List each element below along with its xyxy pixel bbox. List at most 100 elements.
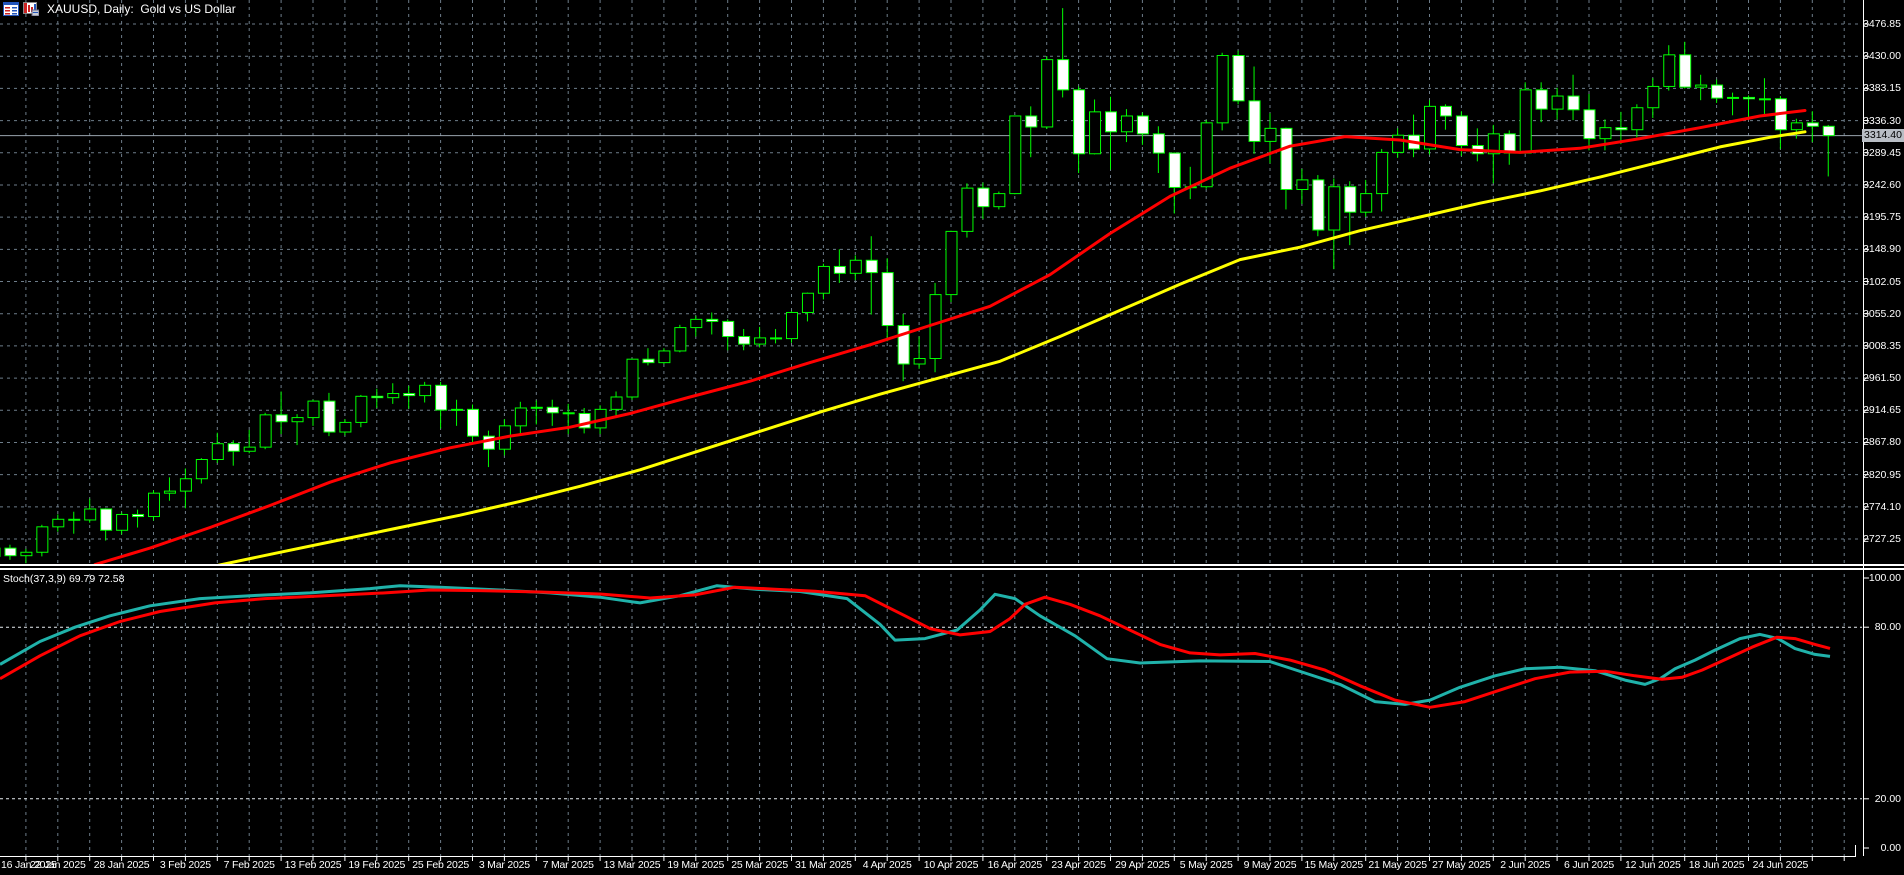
price-axis-label: 3430.00 xyxy=(1863,50,1901,63)
candle xyxy=(323,400,336,433)
time-axis-label: 3 Mar 2025 xyxy=(478,859,530,871)
current-price-value: 3314.40 xyxy=(1864,129,1902,142)
candle xyxy=(706,318,719,322)
candle xyxy=(1392,134,1405,153)
candle xyxy=(451,408,464,411)
candle xyxy=(1057,59,1070,91)
candle xyxy=(84,508,97,521)
candle xyxy=(1695,84,1708,88)
candle xyxy=(514,407,527,427)
candle xyxy=(1041,59,1054,128)
candle xyxy=(1711,84,1724,99)
candle xyxy=(817,265,830,294)
time-axis-label: 31 Mar 2025 xyxy=(795,859,852,871)
candle xyxy=(339,421,352,433)
time-axis-label: 19 Mar 2025 xyxy=(667,859,725,871)
candle xyxy=(1152,133,1165,154)
candle xyxy=(307,400,320,419)
candle xyxy=(4,547,17,557)
candle xyxy=(1200,122,1213,188)
candle xyxy=(881,272,894,327)
stoch-signal-line xyxy=(0,585,1831,709)
candle xyxy=(610,396,623,410)
time-axis-label: 16 Jan 2025 xyxy=(1,859,57,871)
candle xyxy=(690,318,703,329)
candle xyxy=(1328,186,1341,231)
candle xyxy=(738,336,751,345)
candle xyxy=(897,325,910,365)
candle xyxy=(786,311,798,340)
candle xyxy=(179,478,192,492)
candle xyxy=(403,393,416,397)
price-axis[interactable]: 3476.85 3430.00 3383.15 3336.30 3289.45 3242.… xyxy=(1863,0,1903,875)
time-axis-label: 23 Apr 2025 xyxy=(1051,859,1106,871)
candle xyxy=(1599,127,1612,140)
time-axis-label: 15 May 2025 xyxy=(1304,859,1364,871)
candle xyxy=(355,395,368,423)
candle xyxy=(945,230,958,296)
candle xyxy=(116,513,129,531)
time-axis-label: 29 Apr 2025 xyxy=(1115,859,1170,871)
candle xyxy=(100,508,113,531)
candle xyxy=(770,337,783,340)
candle xyxy=(578,412,591,429)
price-axis-label: 3148.90 xyxy=(1863,243,1901,256)
time-axis-label: 5 May 2025 xyxy=(1179,859,1233,871)
candle xyxy=(1073,89,1086,155)
candle xyxy=(1455,115,1468,147)
time-axis-label: 19 Feb 2025 xyxy=(348,859,406,871)
candle xyxy=(68,518,81,521)
candle xyxy=(1727,96,1740,99)
time-axis-label: 22 Jan 2025 xyxy=(29,859,86,871)
ma-fast-line xyxy=(93,109,1807,567)
time-axis-label: 10 Apr 2025 xyxy=(923,859,979,871)
candle xyxy=(1424,105,1436,150)
candle xyxy=(865,259,878,274)
candle xyxy=(1567,95,1580,111)
stoch-axis[interactable]: 100.00 80.00 20.00 0.00 xyxy=(1864,0,1903,875)
time-axis-label: 18 Jun 2025 xyxy=(1688,859,1745,871)
candle xyxy=(275,414,288,423)
price-axis-label: 3336.30 xyxy=(1863,114,1901,127)
candle xyxy=(1296,179,1309,190)
stoch-axis-label: 20.00 xyxy=(1874,792,1901,805)
candle xyxy=(20,551,33,557)
price-axis-label: 3055.20 xyxy=(1863,307,1901,320)
price-axis-label: 3289.45 xyxy=(1863,146,1901,159)
candle xyxy=(722,320,735,338)
candle xyxy=(1025,115,1038,128)
candle xyxy=(1312,179,1325,231)
candle xyxy=(1439,105,1452,117)
candle xyxy=(1822,125,1835,137)
candle xyxy=(1743,96,1755,100)
candle xyxy=(435,384,448,411)
time-axis-label: 13 Mar 2025 xyxy=(603,859,661,871)
price-axis-label: 3008.35 xyxy=(1863,339,1901,352)
candle xyxy=(163,490,176,494)
price-axis-label: 3195.75 xyxy=(1863,211,1901,224)
stoch-axis-label: 100.00 xyxy=(1868,572,1901,584)
candle xyxy=(1758,98,1771,101)
bar-chart-icon xyxy=(23,2,40,17)
chart-title: XAUUSD, Daily: Gold vs US Dollar xyxy=(47,2,236,16)
candle xyxy=(1280,127,1293,190)
candle xyxy=(1344,186,1357,213)
candle xyxy=(148,492,160,518)
time-axis-label: 4 Apr 2025 xyxy=(862,859,912,871)
candle xyxy=(1232,55,1245,102)
candle xyxy=(371,395,384,399)
candle xyxy=(658,350,671,364)
pane-separator-bg xyxy=(0,564,1904,570)
time-axis-label: 28 Jan 2025 xyxy=(93,859,150,871)
time-axis-label: 27 May 2025 xyxy=(1432,859,1491,871)
candle xyxy=(1615,127,1628,131)
candle xyxy=(1009,115,1022,195)
candle xyxy=(52,518,65,528)
time-axis-label: 9 May 2025 xyxy=(1243,859,1297,871)
candle xyxy=(195,459,208,480)
candle xyxy=(913,358,926,365)
price-axis-label: 3383.15 xyxy=(1863,82,1901,95)
